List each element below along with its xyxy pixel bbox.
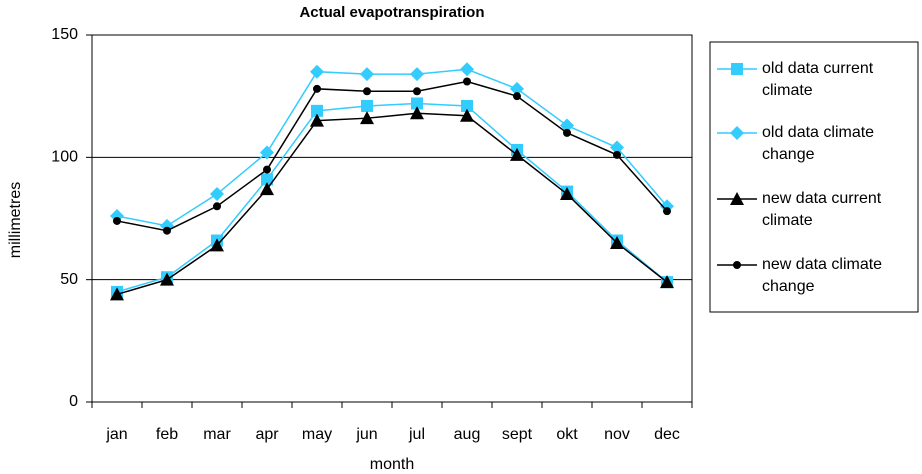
marker: [660, 275, 674, 289]
x-tick-label: mar: [203, 426, 231, 443]
marker: [260, 145, 274, 160]
marker: [610, 235, 624, 249]
marker: [113, 216, 121, 225]
y-tick-label: 0: [69, 393, 78, 410]
legend-label: new data climate change: [762, 256, 883, 295]
x-tick-label: jul: [408, 426, 425, 443]
marker: [463, 77, 471, 86]
series-line: [116, 112, 668, 296]
marker: [460, 108, 474, 122]
x-tick-label: sept: [502, 426, 533, 443]
marker: [263, 165, 271, 174]
legend-label: new data current climate: [762, 190, 882, 229]
marker: [730, 192, 744, 205]
marker: [363, 87, 371, 96]
marker: [110, 287, 124, 301]
y-axis-label: millimetres: [7, 182, 24, 258]
marker: [311, 104, 323, 117]
marker: [360, 67, 374, 82]
marker: [461, 99, 473, 112]
y-tick-label: 100: [51, 149, 78, 166]
marker: [560, 187, 574, 201]
chart-title: Actual evapotranspiration: [299, 4, 484, 21]
x-tick-label: dec: [654, 426, 680, 443]
x-tick-label: okt: [556, 426, 578, 443]
marker: [260, 182, 274, 196]
plot-border: [91, 34, 693, 403]
legend-label: old data climate change: [762, 124, 875, 163]
marker: [510, 81, 524, 96]
marker: [560, 118, 574, 133]
x-tick-label: nov: [604, 426, 630, 443]
legend-box: [709, 41, 919, 313]
marker: [731, 63, 743, 75]
x-tick-label: aug: [454, 426, 481, 443]
marker: [563, 128, 571, 137]
x-tick-label: jan: [105, 426, 127, 443]
marker: [361, 99, 373, 112]
marker: [730, 126, 744, 140]
marker: [613, 150, 621, 159]
marker: [310, 64, 324, 79]
marker: [160, 272, 174, 286]
x-tick-label: apr: [255, 426, 279, 443]
marker: [411, 97, 423, 110]
legend-label: old data current climate: [762, 60, 874, 99]
marker: [663, 207, 671, 216]
marker: [213, 202, 221, 211]
marker: [510, 147, 524, 161]
marker: [210, 238, 224, 252]
marker: [513, 92, 521, 101]
marker: [313, 84, 321, 93]
marker: [310, 113, 324, 127]
series-line: [116, 68, 668, 227]
x-tick-label: jun: [355, 426, 377, 443]
x-axis-label: month: [370, 456, 414, 473]
marker: [460, 62, 474, 77]
marker: [210, 187, 224, 202]
marker: [360, 111, 374, 125]
marker: [413, 87, 421, 96]
y-tick-label: 150: [51, 26, 78, 43]
marker: [410, 67, 424, 82]
marker: [610, 140, 624, 155]
marker: [410, 106, 424, 120]
series-line: [116, 80, 668, 232]
marker: [261, 173, 273, 186]
y-tick-label: 50: [60, 271, 78, 288]
marker: [733, 261, 741, 269]
x-tick-label: may: [302, 426, 332, 443]
marker: [163, 226, 171, 235]
series-line: [116, 102, 668, 293]
x-tick-label: feb: [156, 426, 178, 443]
